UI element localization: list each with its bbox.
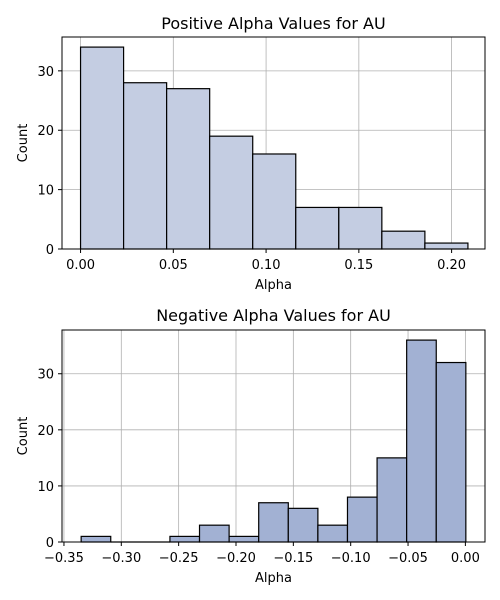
negative-bar (435, 361, 467, 543)
positive-bar (166, 88, 211, 250)
negative-xtick-label: 0.00 (451, 551, 480, 566)
positive-bar (338, 206, 383, 250)
positive-bar (252, 153, 297, 250)
positive-xtick-label: 0.00 (66, 258, 95, 273)
negative-xtick-label: −0.20 (216, 551, 256, 566)
negative-ytick-label: 0 (46, 536, 54, 551)
positive-bar (79, 46, 125, 250)
positive-axes-frame (61, 36, 486, 250)
positive-ytick-label: 0 (46, 243, 54, 258)
positive-bar (209, 135, 254, 250)
negative-bar (406, 339, 437, 543)
positive-x-axis-label: Alpha (255, 278, 292, 293)
positive-chart: 0.00 0.05 0.10 0.15 0.20 0 10 20 30 Positive Alph… (16, 14, 486, 293)
negative-ytick-label: 10 (37, 480, 54, 495)
positive-xtick-label: 0.20 (437, 258, 466, 273)
positive-ytick-label: 20 (37, 124, 54, 139)
negative-bar (287, 507, 319, 543)
negative-bar (346, 496, 378, 543)
negative-y-axis-label: Count (16, 417, 31, 456)
positive-xtick-label: 0.15 (344, 258, 373, 273)
negative-chart: −0.35 −0.30 −0.25 −0.20 −0.15 −0.10 −0.05 0.00 0… (16, 306, 486, 586)
negative-xtick-label: −0.05 (388, 551, 428, 566)
positive-chart-title: Positive Alpha Values for AU (161, 14, 385, 33)
negative-xtick-label: −0.25 (159, 551, 199, 566)
negative-bar (169, 535, 201, 543)
positive-bar (424, 242, 469, 250)
positive-xtick-label: 0.05 (159, 258, 188, 273)
negative-bar (317, 524, 349, 543)
positive-y-axis-label: Count (16, 124, 31, 163)
negative-bar (198, 524, 230, 543)
negative-xtick-label: −0.35 (44, 551, 84, 566)
negative-xtick-label: −0.10 (331, 551, 371, 566)
negative-ytick-label: 20 (37, 424, 54, 439)
negative-xtick-label: −0.30 (101, 551, 141, 566)
negative-axes-frame (61, 329, 486, 543)
negative-xtick-label: −0.15 (273, 551, 313, 566)
positive-ytick-label: 10 (37, 184, 54, 199)
negative-ytick-label: 30 (37, 368, 54, 383)
negative-bar (80, 535, 112, 543)
positive-xtick-label: 0.10 (252, 258, 281, 273)
positive-ytick-label: 30 (37, 65, 54, 80)
positive-bar (122, 82, 168, 250)
negative-chart-title: Negative Alpha Values for AU (156, 306, 391, 325)
negative-bar (258, 502, 289, 543)
positive-bar (295, 206, 340, 250)
negative-bar (228, 535, 260, 543)
negative-x-axis-label: Alpha (255, 571, 292, 586)
positive-bar (381, 230, 426, 250)
negative-bar (376, 457, 408, 543)
